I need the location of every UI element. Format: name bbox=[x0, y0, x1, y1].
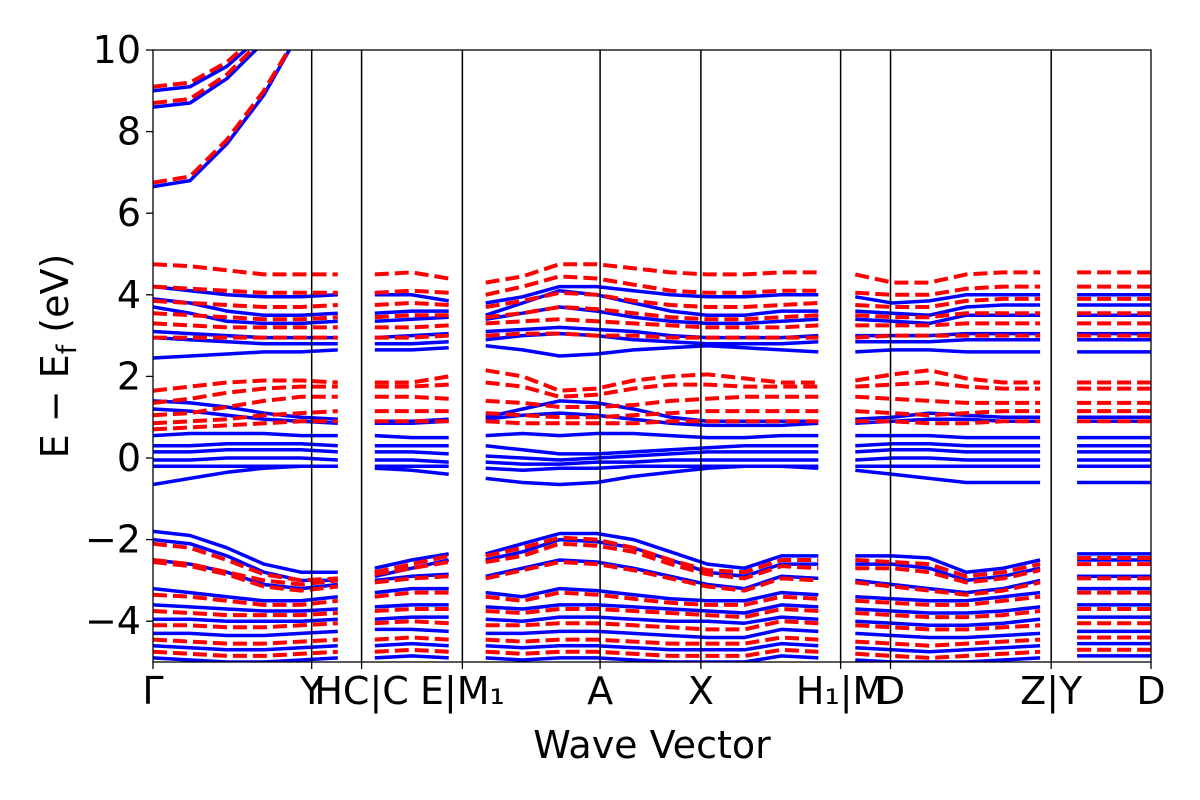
y-tick-label: −4 bbox=[85, 599, 141, 643]
solid-band-line bbox=[153, 603, 1151, 615]
dashed-band-line bbox=[153, 274, 1151, 297]
x-tick-label: A bbox=[587, 669, 613, 713]
solid-band-line bbox=[153, 586, 1151, 603]
band-lines bbox=[153, 50, 1151, 662]
x-axis-ticks: Γ YHC|C E|M₁ A X H₁|MD Z|Y D bbox=[142, 662, 1166, 714]
solid-band-line bbox=[153, 529, 1151, 574]
y-tick-label: 8 bbox=[117, 110, 141, 154]
solid-band-line bbox=[153, 288, 1151, 317]
y-axis-label-subscript: f bbox=[52, 343, 83, 354]
dashed-band-line bbox=[153, 419, 1151, 432]
dashed-band-line bbox=[153, 607, 1151, 620]
x-tick-label: Z|Y bbox=[1020, 669, 1083, 714]
dashed-band-line bbox=[153, 409, 1151, 426]
x-tick-label: D bbox=[876, 669, 905, 713]
solid-band-line bbox=[153, 464, 1151, 487]
solid-band-line bbox=[153, 441, 1151, 456]
dashed-band-line bbox=[153, 635, 1151, 648]
y-tick-label: 6 bbox=[117, 191, 141, 235]
solid-band-line bbox=[153, 431, 1151, 440]
dashed-band-line bbox=[153, 50, 255, 105]
y-tick-label: 4 bbox=[117, 273, 141, 317]
solid-band-line bbox=[153, 641, 1151, 654]
x-tick-label: D bbox=[1136, 669, 1165, 713]
dashed-band-line bbox=[153, 331, 1151, 340]
solid-band-line bbox=[153, 50, 259, 109]
solid-band-line bbox=[153, 456, 1151, 466]
dashed-band-line bbox=[153, 317, 1151, 330]
x-tick-label: H₁|M bbox=[796, 669, 885, 714]
x-tick-label: Y bbox=[299, 669, 324, 713]
x-tick-label: E|M₁ bbox=[420, 669, 505, 714]
dashed-band-line bbox=[153, 50, 244, 89]
dashed-band-line bbox=[153, 380, 1151, 405]
y-axis-label-main: E − E bbox=[33, 354, 77, 458]
solid-band-line bbox=[153, 615, 1151, 628]
solid-band-line bbox=[153, 50, 249, 93]
x-tick-label: Γ bbox=[142, 669, 163, 713]
solid-band-line bbox=[153, 627, 1151, 640]
y-axis-ticks: −4 −2 0 2 4 6 8 10 bbox=[85, 28, 153, 643]
y-axis-label: E − Ef (eV) bbox=[33, 254, 83, 459]
dashed-band-line bbox=[153, 590, 1151, 607]
solid-band-line bbox=[153, 448, 1151, 462]
dashed-band-line bbox=[153, 647, 1151, 660]
dashed-band-line bbox=[153, 560, 1151, 597]
solid-band-line bbox=[153, 50, 292, 189]
y-tick-label: 0 bbox=[117, 436, 141, 480]
y-tick-label: −2 bbox=[85, 518, 141, 562]
high-symmetry-lines bbox=[310, 50, 1052, 662]
x-axis-label: Wave Vector bbox=[533, 723, 771, 767]
dashed-band-line bbox=[153, 535, 1151, 587]
solid-band-line bbox=[153, 464, 1151, 472]
dashed-band-line bbox=[153, 541, 1151, 585]
y-tick-label: 2 bbox=[117, 354, 141, 398]
solid-band-line bbox=[153, 305, 1151, 326]
solid-band-line bbox=[153, 284, 1151, 305]
plot-frame bbox=[152, 49, 1152, 663]
x-tick-label: HC|C bbox=[314, 669, 408, 714]
solid-band-line bbox=[153, 331, 1151, 346]
dashed-band-line bbox=[153, 50, 291, 185]
dashed-band-line bbox=[153, 394, 1151, 418]
solid-band-line bbox=[153, 344, 1151, 360]
dashed-band-line bbox=[153, 305, 1151, 322]
dashed-band-line bbox=[153, 368, 1151, 393]
x-tick-label: X bbox=[688, 669, 714, 713]
dashed-band-line bbox=[153, 619, 1151, 632]
y-tick-label: 10 bbox=[93, 28, 141, 72]
y-axis-label-unit: (eV) bbox=[33, 254, 77, 345]
dashed-band-line bbox=[153, 290, 1151, 309]
solid-band-line bbox=[153, 654, 1151, 662]
dashed-band-line bbox=[153, 262, 1151, 285]
